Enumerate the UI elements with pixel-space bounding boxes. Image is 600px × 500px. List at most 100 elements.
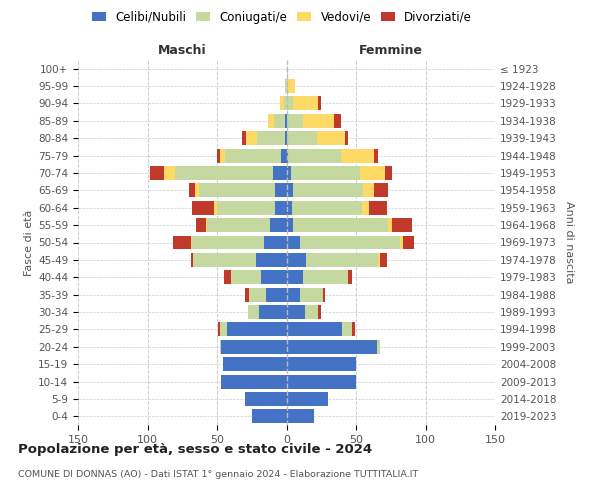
Bar: [287, 253, 306, 267]
Bar: [303, 270, 347, 284]
Bar: [191, 253, 193, 267]
Text: COMUNE DI DONNAS (AO) - Dati ISTAT 1° gennaio 2024 - Elaborazione TUTTITALIA.IT: COMUNE DI DONNAS (AO) - Dati ISTAT 1° ge…: [18, 470, 418, 479]
Bar: [287, 322, 342, 336]
Bar: [288, 79, 295, 93]
Bar: [217, 148, 220, 162]
Bar: [287, 96, 293, 110]
Bar: [374, 184, 388, 198]
Bar: [287, 166, 290, 180]
Bar: [306, 253, 378, 267]
Bar: [264, 236, 287, 250]
Bar: [196, 218, 206, 232]
Bar: [363, 184, 374, 198]
Bar: [242, 132, 246, 145]
Bar: [334, 114, 341, 128]
Y-axis label: Fasce di età: Fasce di età: [24, 210, 34, 276]
Bar: [403, 236, 415, 250]
Bar: [287, 357, 356, 371]
Bar: [380, 253, 386, 267]
Bar: [221, 374, 287, 388]
Bar: [287, 79, 288, 93]
Bar: [388, 218, 392, 232]
Bar: [293, 184, 363, 198]
Bar: [256, 253, 287, 267]
Bar: [287, 218, 293, 232]
Bar: [400, 236, 403, 250]
Bar: [305, 305, 319, 319]
Bar: [193, 253, 256, 267]
Bar: [249, 288, 266, 302]
Bar: [301, 288, 323, 302]
Bar: [207, 218, 270, 232]
Bar: [221, 340, 287, 353]
Bar: [275, 184, 287, 198]
Bar: [287, 340, 377, 353]
Bar: [323, 288, 325, 302]
Bar: [342, 322, 352, 336]
Bar: [248, 305, 259, 319]
Bar: [266, 288, 287, 302]
Bar: [287, 392, 328, 406]
Bar: [223, 357, 287, 371]
Bar: [287, 288, 301, 302]
Bar: [270, 218, 287, 232]
Bar: [368, 201, 386, 214]
Legend: Celibi/Nubili, Coniugati/e, Vedovi/e, Divorziati/e: Celibi/Nubili, Coniugati/e, Vedovi/e, Di…: [87, 6, 477, 28]
Bar: [192, 236, 264, 250]
Bar: [287, 236, 301, 250]
Bar: [262, 270, 287, 284]
Bar: [231, 270, 262, 284]
Bar: [206, 218, 207, 232]
Bar: [275, 201, 287, 214]
Text: Femmine: Femmine: [359, 44, 423, 57]
Bar: [360, 166, 385, 180]
Bar: [293, 96, 319, 110]
Bar: [287, 305, 305, 319]
Bar: [374, 148, 378, 162]
Bar: [281, 148, 287, 162]
Bar: [245, 288, 249, 302]
Bar: [287, 270, 303, 284]
Bar: [272, 166, 287, 180]
Bar: [217, 201, 275, 214]
Bar: [252, 410, 287, 424]
Bar: [392, 218, 412, 232]
Bar: [345, 132, 347, 145]
Bar: [218, 322, 220, 336]
Bar: [189, 184, 195, 198]
Bar: [195, 184, 199, 198]
Y-axis label: Anni di nascita: Anni di nascita: [563, 201, 574, 284]
Bar: [301, 236, 400, 250]
Bar: [287, 201, 292, 214]
Bar: [150, 166, 164, 180]
Bar: [226, 148, 281, 162]
Bar: [317, 132, 345, 145]
Bar: [319, 305, 321, 319]
Text: Popolazione per età, sesso e stato civile - 2024: Popolazione per età, sesso e stato civil…: [18, 442, 372, 456]
Bar: [199, 184, 275, 198]
Bar: [347, 270, 352, 284]
Bar: [192, 201, 214, 214]
Bar: [362, 201, 368, 214]
Bar: [175, 166, 272, 180]
Bar: [377, 340, 380, 353]
Bar: [293, 218, 388, 232]
Bar: [220, 322, 227, 336]
Bar: [191, 236, 192, 250]
Bar: [274, 114, 285, 128]
Text: Maschi: Maschi: [158, 44, 206, 57]
Bar: [246, 132, 257, 145]
Bar: [220, 148, 226, 162]
Bar: [257, 132, 285, 145]
Bar: [378, 253, 380, 267]
Bar: [341, 148, 374, 162]
Bar: [285, 132, 287, 145]
Bar: [285, 114, 287, 128]
Bar: [292, 201, 362, 214]
Bar: [319, 96, 321, 110]
Bar: [173, 236, 191, 250]
Bar: [245, 392, 287, 406]
Bar: [290, 166, 360, 180]
Bar: [287, 410, 314, 424]
Bar: [287, 374, 356, 388]
